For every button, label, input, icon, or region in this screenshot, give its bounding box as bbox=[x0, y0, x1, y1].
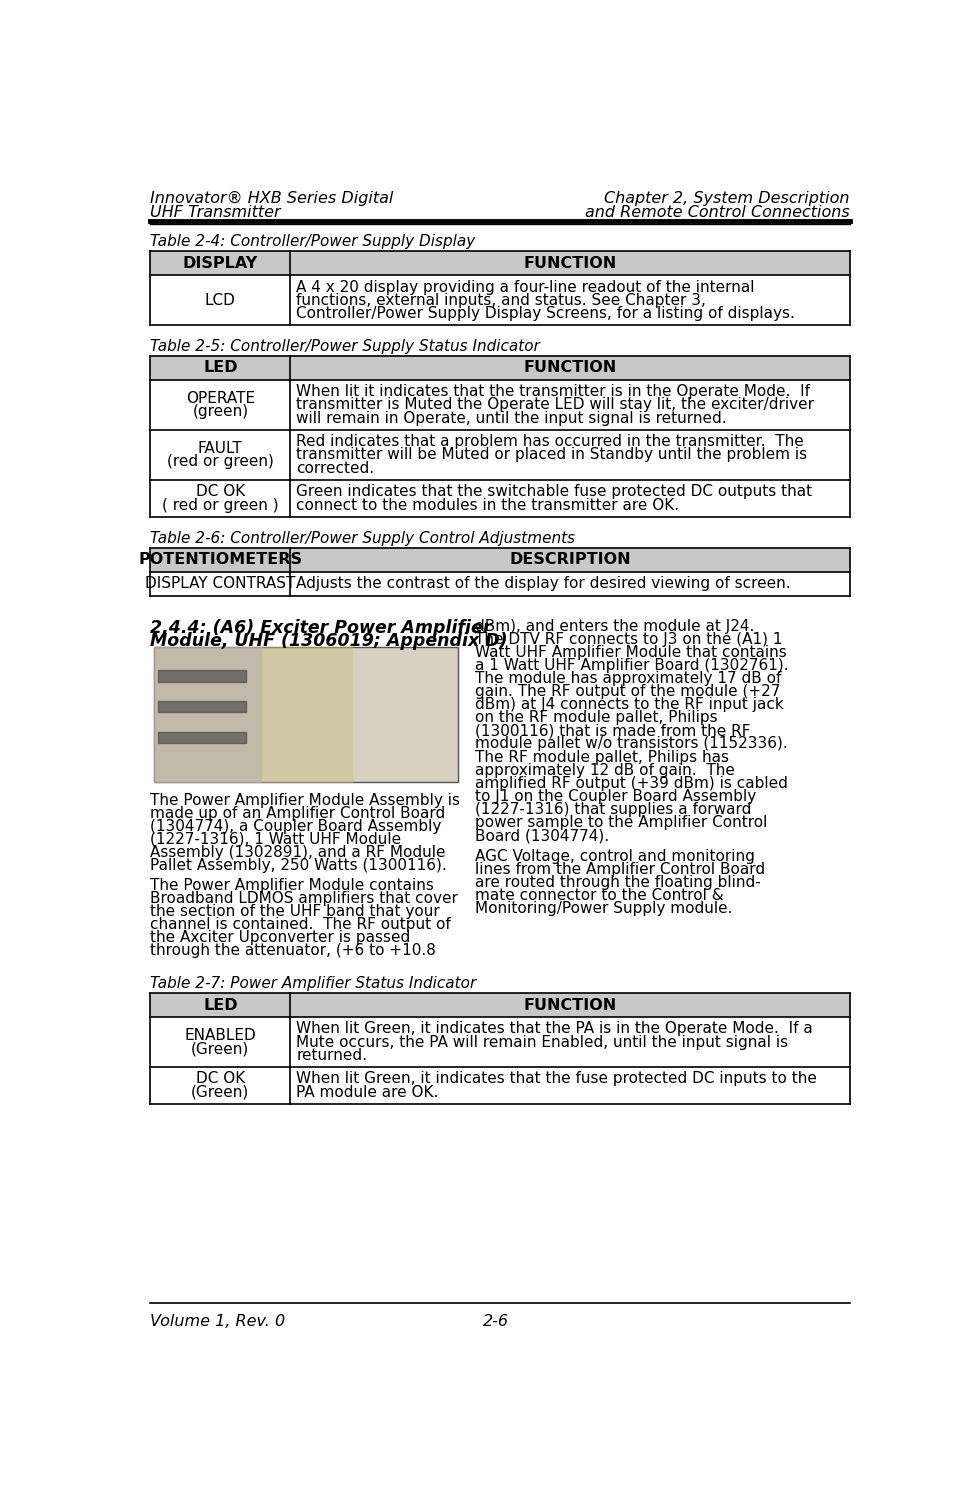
Bar bbox=[150, 356, 850, 381]
Text: FUNCTION: FUNCTION bbox=[524, 256, 617, 271]
Text: POTENTIOMETERS: POTENTIOMETERS bbox=[138, 552, 302, 567]
Text: Controller/Power Supply Display Screens, for a listing of displays.: Controller/Power Supply Display Screens,… bbox=[296, 305, 796, 320]
Text: amplified RF output (+39 dBm) is cabled: amplified RF output (+39 dBm) is cabled bbox=[474, 776, 788, 791]
Text: dBm) at J4 connects to the RF input jack: dBm) at J4 connects to the RF input jack bbox=[474, 698, 783, 713]
Text: a 1 Watt UHF Amplifier Board (1302761).: a 1 Watt UHF Amplifier Board (1302761). bbox=[474, 657, 788, 672]
Text: FAULT: FAULT bbox=[198, 441, 243, 456]
Text: ENABLED: ENABLED bbox=[185, 1027, 257, 1042]
Text: (green): (green) bbox=[193, 405, 249, 420]
Text: the section of the UHF band that your: the section of the UHF band that your bbox=[150, 904, 440, 919]
Text: Pallet Assembly, 250 Watts (1300116).: Pallet Assembly, 250 Watts (1300116). bbox=[150, 857, 447, 872]
Text: When lit it indicates that the transmitter is in the Operate Mode.  If: When lit it indicates that the transmitt… bbox=[296, 385, 810, 400]
Text: Red indicates that a problem has occurred in the transmitter.  The: Red indicates that a problem has occurre… bbox=[296, 435, 804, 450]
Text: on the RF module pallet, Philips: on the RF module pallet, Philips bbox=[474, 710, 717, 725]
Text: DC OK: DC OK bbox=[196, 1071, 245, 1086]
Bar bbox=[150, 547, 850, 572]
Text: When lit Green, it indicates that the fuse protected DC inputs to the: When lit Green, it indicates that the fu… bbox=[296, 1071, 817, 1086]
Text: ( red or green ): ( red or green ) bbox=[162, 498, 279, 513]
Text: transmitter is Muted the Operate LED will stay lit, the exciter/driver: transmitter is Muted the Operate LED wil… bbox=[296, 397, 814, 412]
Text: Chapter 2, System Description: Chapter 2, System Description bbox=[604, 191, 850, 206]
Text: Innovator® HXB Series Digital: Innovator® HXB Series Digital bbox=[150, 191, 394, 206]
Text: to J1 on the Coupler Board Assembly: to J1 on the Coupler Board Assembly bbox=[474, 788, 756, 803]
Text: gain. The RF output of the module (+27: gain. The RF output of the module (+27 bbox=[474, 684, 780, 699]
Text: and Remote Control Connections: and Remote Control Connections bbox=[585, 205, 850, 220]
Text: The RF module pallet, Philips has: The RF module pallet, Philips has bbox=[474, 749, 729, 764]
Text: Volume 1, Rev. 0: Volume 1, Rev. 0 bbox=[150, 1314, 286, 1330]
Text: Module, UHF (1306019; Appendix D): Module, UHF (1306019; Appendix D) bbox=[150, 632, 508, 650]
Text: 2.4.4: (A6) Exciter Power Amplifier: 2.4.4: (A6) Exciter Power Amplifier bbox=[150, 618, 492, 636]
Text: The Power Amplifier Module Assembly is: The Power Amplifier Module Assembly is bbox=[150, 793, 461, 808]
Text: through the attenuator, (+6 to +10.8: through the attenuator, (+6 to +10.8 bbox=[150, 943, 437, 958]
Text: channel is contained.  The RF output of: channel is contained. The RF output of bbox=[150, 917, 451, 932]
Text: AGC Voltage, control and monitoring: AGC Voltage, control and monitoring bbox=[474, 848, 755, 863]
Text: Table 2-6: Controller/Power Supply Control Adjustments: Table 2-6: Controller/Power Supply Contr… bbox=[150, 531, 576, 546]
Text: FUNCTION: FUNCTION bbox=[524, 361, 617, 376]
Text: (1300116) that is made from the RF: (1300116) that is made from the RF bbox=[474, 723, 750, 738]
Text: A 4 x 20 display providing a four-line readout of the internal: A 4 x 20 display providing a four-line r… bbox=[296, 280, 755, 295]
Text: (Green): (Green) bbox=[192, 1041, 250, 1056]
Text: OPERATE: OPERATE bbox=[186, 391, 255, 406]
Text: corrected.: corrected. bbox=[296, 460, 375, 475]
Text: UHF Transmitter: UHF Transmitter bbox=[150, 205, 281, 220]
Text: The Power Amplifier Module contains: The Power Amplifier Module contains bbox=[150, 878, 435, 892]
Text: approximately 12 dB of gain.  The: approximately 12 dB of gain. The bbox=[474, 763, 735, 778]
Text: Adjusts the contrast of the display for desired viewing of screen.: Adjusts the contrast of the display for … bbox=[296, 576, 791, 591]
Text: When lit Green, it indicates that the PA is in the Operate Mode.  If a: When lit Green, it indicates that the PA… bbox=[296, 1021, 813, 1036]
Text: FUNCTION: FUNCTION bbox=[524, 997, 617, 1012]
Text: Monitoring/Power Supply module.: Monitoring/Power Supply module. bbox=[474, 901, 732, 916]
Text: (1227-1316) that supplies a forward: (1227-1316) that supplies a forward bbox=[474, 802, 751, 817]
Text: Table 2-4: Controller/Power Supply Display: Table 2-4: Controller/Power Supply Displ… bbox=[150, 235, 475, 250]
Text: Table 2-7: Power Amplifier Status Indicator: Table 2-7: Power Amplifier Status Indica… bbox=[150, 976, 476, 991]
Text: LED: LED bbox=[203, 361, 238, 376]
Text: Assembly (1302891), and a RF Module: Assembly (1302891), and a RF Module bbox=[150, 845, 446, 860]
Text: (red or green): (red or green) bbox=[166, 454, 274, 469]
Bar bbox=[150, 993, 850, 1017]
Text: dBm), and enters the module at J24.: dBm), and enters the module at J24. bbox=[474, 618, 754, 633]
Text: connect to the modules in the transmitter are OK.: connect to the modules in the transmitte… bbox=[296, 498, 680, 513]
Text: DC OK: DC OK bbox=[196, 484, 245, 499]
Text: LCD: LCD bbox=[205, 293, 236, 308]
Text: Watt UHF Amplifier Module that contains: Watt UHF Amplifier Module that contains bbox=[474, 645, 786, 660]
Text: transmitter will be Muted or placed in Standby until the problem is: transmitter will be Muted or placed in S… bbox=[296, 448, 807, 463]
Text: (1304774), a Coupler Board Assembly: (1304774), a Coupler Board Assembly bbox=[150, 818, 441, 833]
Text: DESCRIPTION: DESCRIPTION bbox=[509, 552, 631, 567]
Text: (Green): (Green) bbox=[192, 1084, 250, 1099]
Text: DISPLAY CONTRAST: DISPLAY CONTRAST bbox=[145, 576, 295, 591]
Bar bbox=[154, 647, 459, 782]
Text: returned.: returned. bbox=[296, 1048, 368, 1063]
Text: Broadband LDMOS amplifiers that cover: Broadband LDMOS amplifiers that cover bbox=[150, 890, 458, 905]
Text: will remain in Operate, until the input signal is returned.: will remain in Operate, until the input … bbox=[296, 411, 727, 426]
Text: LED: LED bbox=[203, 997, 238, 1012]
Text: lines from the Amplifier Control Board: lines from the Amplifier Control Board bbox=[474, 862, 765, 877]
Text: The DTV RF connects to J3 on the (A1) 1: The DTV RF connects to J3 on the (A1) 1 bbox=[474, 632, 782, 647]
Text: are routed through the floating blind-: are routed through the floating blind- bbox=[474, 875, 761, 890]
Text: (1227-1316), 1 Watt UHF Module: (1227-1316), 1 Watt UHF Module bbox=[150, 832, 402, 847]
Text: Table 2-5: Controller/Power Supply Status Indicator: Table 2-5: Controller/Power Supply Statu… bbox=[150, 338, 540, 353]
Text: PA module are OK.: PA module are OK. bbox=[296, 1084, 439, 1099]
Text: module pallet w/o transistors (1152336).: module pallet w/o transistors (1152336). bbox=[474, 737, 787, 752]
Text: power sample to the Amplifier Control: power sample to the Amplifier Control bbox=[474, 815, 767, 830]
Text: Board (1304774).: Board (1304774). bbox=[474, 829, 609, 844]
Text: 2-6: 2-6 bbox=[483, 1314, 509, 1330]
Text: functions, external inputs, and status. See Chapter 3,: functions, external inputs, and status. … bbox=[296, 293, 707, 308]
Text: The module has approximately 17 dB of: The module has approximately 17 dB of bbox=[474, 671, 781, 686]
Text: Green indicates that the switchable fuse protected DC outputs that: Green indicates that the switchable fuse… bbox=[296, 484, 812, 499]
Text: Mute occurs, the PA will remain Enabled, until the input signal is: Mute occurs, the PA will remain Enabled,… bbox=[296, 1035, 789, 1050]
Text: DISPLAY: DISPLAY bbox=[183, 256, 258, 271]
Bar bbox=[150, 251, 850, 275]
Text: the Axciter Upconverter is passed: the Axciter Upconverter is passed bbox=[150, 929, 410, 945]
Text: made up of an Amplifier Control Board: made up of an Amplifier Control Board bbox=[150, 806, 445, 821]
Text: mate connector to the Control &: mate connector to the Control & bbox=[474, 889, 723, 904]
